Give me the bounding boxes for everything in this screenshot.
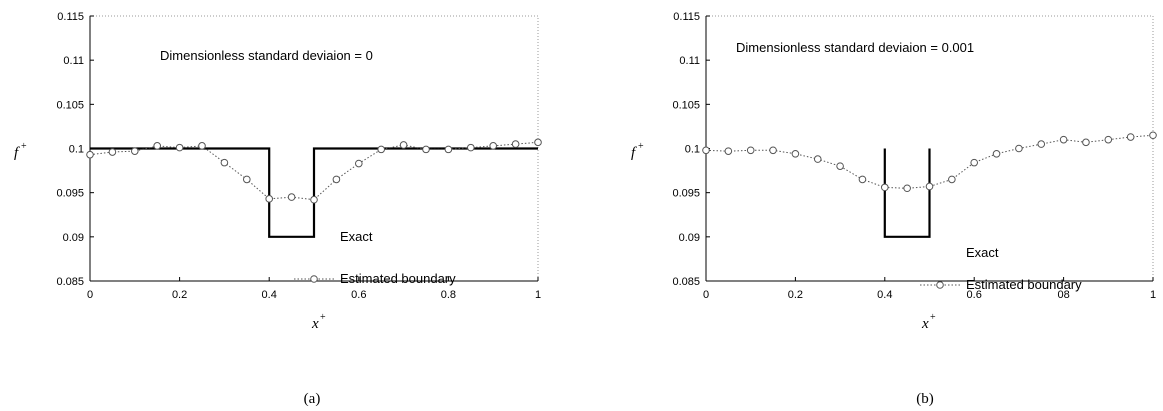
x-tick-label: 0.6	[967, 289, 982, 301]
data-point	[1149, 131, 1157, 140]
legend-label: Exact	[340, 229, 373, 244]
data-point	[86, 150, 94, 159]
x-tick-label: 0.2	[788, 289, 803, 301]
chart-panel-a: 0.085 0.09 0.095 0.1 0.105 0.11 0.115 0 0.2 0.4 0.…	[14, 11, 542, 407]
y-tick-label: 0.1	[685, 144, 700, 156]
y-tick-label: 0.085	[672, 276, 700, 288]
legend-label: Exact	[966, 245, 999, 260]
plot-frame	[705, 15, 1154, 282]
x-tick-label: 0	[703, 289, 709, 301]
data-point	[724, 147, 733, 155]
x-tick-label: 08	[1057, 289, 1069, 301]
x-tick-label: 0.4	[877, 289, 892, 301]
data-point	[131, 147, 139, 155]
data-point	[903, 184, 911, 193]
x-tick-label: 0.4	[262, 289, 277, 301]
legend-label: Estimated boundary	[966, 277, 1082, 292]
data-point	[836, 162, 844, 170]
y-tick-label: 0.1	[69, 144, 84, 156]
data-point	[422, 145, 430, 154]
y-axis-label-sup: +	[638, 141, 644, 152]
data-point	[220, 158, 229, 167]
series-line-exact	[90, 147, 538, 238]
y-tick-label: 0.085	[56, 276, 84, 288]
legend-label: Estimated boundary	[340, 271, 456, 286]
y-axis-label-sup: +	[21, 141, 27, 152]
data-point	[377, 145, 386, 154]
panel-label: (a)	[304, 391, 321, 407]
x-tick-label: 1	[1150, 289, 1156, 301]
annotation-text: Dimensionless standard deviaion = 0.001	[736, 40, 974, 55]
y-axis-label: f	[631, 145, 637, 161]
y-tick-label: 0.095	[56, 188, 84, 200]
data-point	[444, 145, 453, 154]
x-axis-label: x	[921, 316, 929, 332]
data-point	[467, 143, 475, 152]
data-point	[992, 150, 1001, 158]
data-point	[925, 182, 934, 191]
data-point	[746, 146, 755, 155]
data-point	[153, 142, 161, 150]
y-tick-label: 0.115	[57, 11, 84, 23]
x-tick-label: 0.2	[172, 289, 187, 301]
x-tick-label: 0.8	[441, 289, 456, 301]
data-point	[1126, 133, 1135, 141]
chart-panel-b: 0.085 0.09 0.095 0.1 0.105 0.11 0.115 0 0.2 0.4 0.…	[631, 11, 1157, 407]
data-point	[1059, 135, 1068, 144]
legend-swatch-marker	[936, 281, 944, 289]
data-point	[310, 195, 318, 204]
data-point	[287, 193, 296, 201]
data-point	[399, 141, 408, 149]
data-point	[108, 148, 117, 156]
y-axis-label: f	[14, 145, 20, 161]
data-point	[948, 175, 956, 184]
panel-label: (b)	[916, 391, 934, 407]
y-tick-label: 0.09	[63, 232, 84, 244]
data-point	[858, 175, 867, 184]
y-tick-label: 0.105	[672, 99, 700, 111]
x-axis-label-sup: +	[930, 312, 936, 323]
y-tick-label: 0.09	[679, 232, 700, 244]
data-point	[534, 138, 542, 147]
annotation-text: Dimensionless standard deviaion = 0	[160, 48, 373, 63]
y-tick-label: 0.095	[672, 188, 700, 200]
series-line-estimated-boundary	[705, 134, 1154, 189]
data-point	[1082, 138, 1090, 147]
x-tick-label: 0	[87, 289, 93, 301]
data-point	[175, 143, 184, 152]
series-line-estimated-boundary	[89, 141, 539, 201]
x-axis-label: x	[311, 316, 319, 332]
y-tick-label: 0.115	[673, 11, 700, 23]
series-line-exact	[883, 148, 931, 238]
data-point	[265, 195, 274, 203]
data-point	[791, 150, 800, 158]
y-tick-label: 0.11	[63, 55, 84, 67]
legend: Exact Estimated boundary	[294, 229, 456, 286]
data-point	[702, 146, 710, 155]
data-point	[332, 175, 341, 184]
data-point	[1104, 135, 1113, 144]
x-tick-label: 0.6	[351, 289, 366, 301]
data-point	[970, 158, 979, 167]
legend: Exact Estimated boundary	[920, 245, 1082, 292]
data-point	[243, 175, 251, 184]
data-point	[1015, 144, 1023, 153]
y-tick-label: 0.11	[679, 55, 700, 67]
data-point	[489, 142, 498, 150]
x-tick-label: 1	[535, 289, 541, 301]
data-point	[1037, 140, 1046, 148]
data-point	[769, 146, 777, 155]
data-point	[511, 140, 520, 148]
data-point	[355, 159, 363, 168]
y-tick-label: 0.105	[56, 99, 84, 111]
data-point	[813, 155, 822, 163]
legend-swatch-marker	[310, 275, 318, 283]
x-axis-label-sup: +	[320, 312, 326, 323]
data-point	[198, 142, 206, 150]
data-point	[881, 183, 889, 192]
